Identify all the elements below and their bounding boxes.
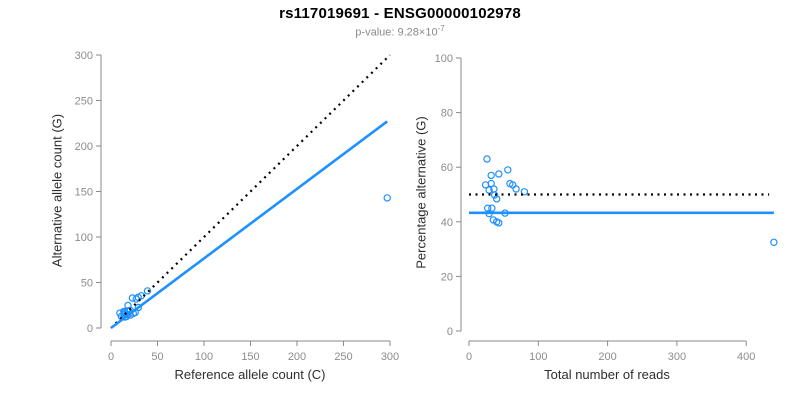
y-tick-label: 0 [87, 323, 93, 335]
data-point [143, 287, 152, 295]
y-tick-label: 100 [75, 232, 93, 244]
pvalue-exponent: -7 [437, 24, 445, 33]
x-tick-label: 300 [381, 351, 399, 363]
data-point [520, 188, 529, 196]
fit-line [110, 120, 388, 330]
data-point [492, 195, 501, 203]
data-point [487, 171, 495, 180]
y-tick-label: 20 [441, 271, 453, 283]
data-point [512, 185, 520, 193]
data-point [483, 155, 491, 163]
x-tick-label: 150 [241, 351, 259, 363]
right-plot-svg: 0 100 200 300 400 0 20 40 60 80 100 [435, 53, 778, 363]
pvalue-text: p-value: 9.28×10 [355, 26, 438, 39]
y-tick-label: 0 [447, 326, 453, 338]
data-point [770, 238, 778, 246]
x-tick-label: 0 [466, 351, 472, 363]
x-tick-label: 0 [108, 351, 114, 363]
x-tick-label: 200 [288, 351, 306, 363]
y-tick-label: 80 [441, 108, 453, 120]
data-point [504, 166, 512, 174]
plot-title: rs117019691 - ENSG00000102978 [279, 5, 521, 22]
x-tick-label: 200 [598, 351, 616, 363]
x-tick-label: 100 [195, 351, 213, 363]
y-tick-label: 300 [75, 50, 93, 62]
identity-line [110, 54, 391, 329]
y-tick-label: 60 [441, 162, 453, 174]
data-point [383, 194, 391, 202]
right-scatter-plot: 0 100 200 300 400 0 20 40 60 80 100 [400, 40, 800, 400]
left-y-axis-title: Alternative allele count (G) [49, 113, 65, 268]
data-point [495, 219, 503, 227]
right-x-axis-title: Total number of reads [544, 367, 670, 382]
x-tick-label: 300 [668, 351, 686, 363]
y-tick-label: 200 [75, 141, 93, 153]
data-point [485, 186, 493, 194]
y-tick-label: 250 [75, 96, 93, 108]
y-tick-label: 50 [81, 278, 93, 290]
x-tick-label: 400 [737, 351, 755, 363]
y-tick-label: 40 [441, 217, 453, 229]
y-tick-label: 100 [435, 53, 453, 65]
x-tick-label: 100 [529, 351, 547, 363]
left-plot-svg: 0 50 100 150 200 250 300 0 50 100 150 200 250 300 [75, 50, 400, 363]
data-point [490, 191, 499, 199]
x-tick-label: 250 [334, 351, 352, 363]
x-tick-label: 50 [151, 351, 163, 363]
y-tick-label: 150 [75, 187, 93, 199]
data-point [134, 303, 143, 312]
left-x-axis-title: Reference allele count (C) [174, 367, 326, 382]
left-scatter-plot: 0 50 100 150 200 250 300 0 50 100 150 200 250 300 [0, 40, 400, 400]
data-point [495, 170, 503, 178]
right-y-axis-title: Percentage alternative (G) [413, 116, 429, 269]
plot-subtitle: p-value: 9.28×10-7 [0, 24, 800, 39]
